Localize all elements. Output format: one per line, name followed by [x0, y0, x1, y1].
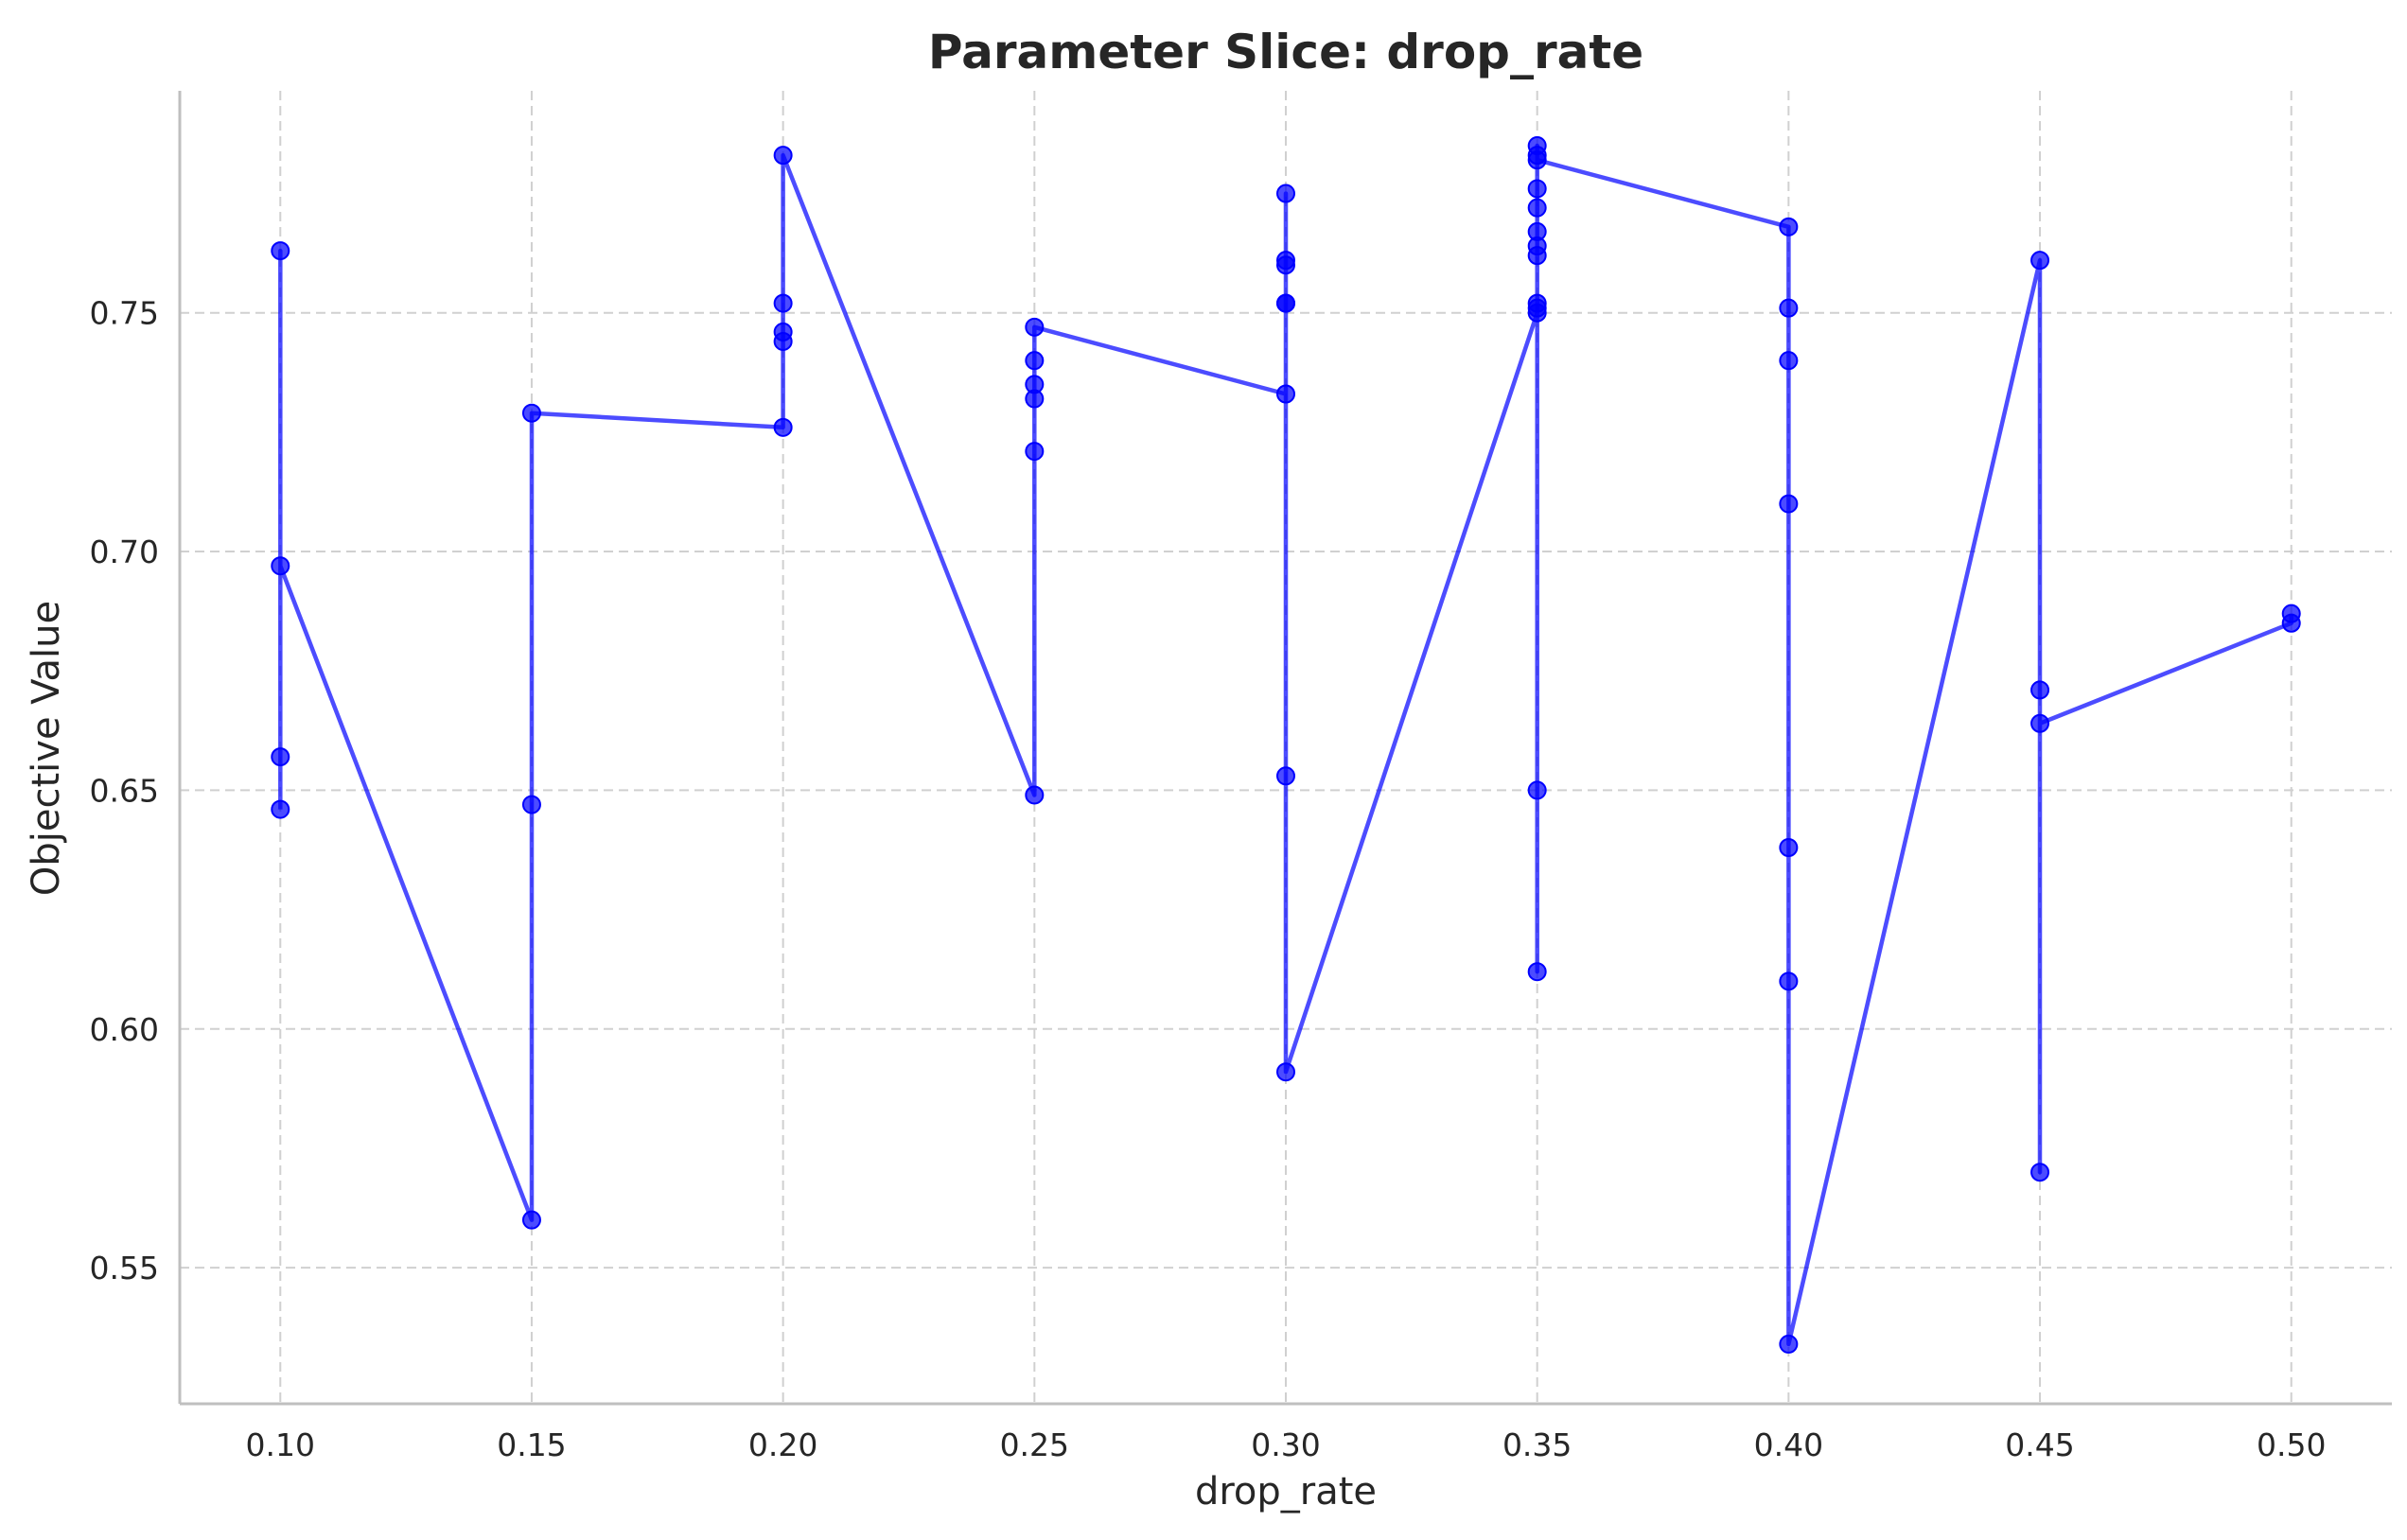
data-point	[1527, 293, 1547, 313]
x-tick-label: 0.35	[1502, 1426, 1572, 1463]
series-line	[278, 143, 2293, 1347]
data-point	[1276, 251, 1295, 271]
data-point	[1025, 375, 1045, 394]
data-point	[521, 795, 541, 814]
data-point	[773, 322, 793, 341]
data-point	[1276, 766, 1295, 786]
y-tick-label: 0.70	[90, 534, 159, 570]
data-point	[1025, 785, 1045, 805]
data-point	[1527, 780, 1547, 800]
data-point	[2030, 1163, 2050, 1182]
data-point	[271, 747, 290, 767]
data-point	[1276, 184, 1295, 203]
x-tick-label: 0.50	[2257, 1426, 2326, 1463]
x-tick-label: 0.30	[1251, 1426, 1320, 1463]
y-axis-label: Objective Value	[25, 601, 68, 896]
data-point	[1276, 293, 1295, 313]
data-point	[1779, 298, 1799, 318]
data-point	[271, 556, 290, 576]
data-point	[1527, 150, 1547, 170]
data-point	[1276, 1062, 1295, 1082]
x-tick-label: 0.15	[497, 1426, 566, 1463]
data-point	[2030, 251, 2050, 271]
y-tick-label: 0.65	[90, 772, 159, 809]
data-point	[2030, 713, 2050, 733]
data-point	[1527, 221, 1547, 241]
y-tick-label: 0.75	[90, 295, 159, 332]
x-tick-label: 0.10	[246, 1426, 315, 1463]
x-tick-label: 0.20	[748, 1426, 817, 1463]
x-tick-label: 0.45	[2005, 1426, 2074, 1463]
axes	[178, 91, 2392, 1406]
data-point	[1025, 442, 1045, 462]
data-point	[1779, 971, 1799, 991]
data-point	[521, 403, 541, 423]
data-point	[2030, 680, 2050, 700]
x-tick-label: 0.25	[1000, 1426, 1069, 1463]
data-point	[271, 241, 290, 261]
data-point	[1276, 384, 1295, 404]
data-point	[521, 1210, 541, 1230]
data-point	[1025, 351, 1045, 371]
chart-title: Parameter Slice: drop_rate	[928, 25, 1643, 79]
data-point	[2281, 604, 2301, 623]
data-point	[773, 417, 793, 437]
data-point	[1779, 217, 1799, 236]
x-axis-label: drop_rate	[1195, 1470, 1377, 1514]
data-point	[1779, 837, 1799, 857]
y-tick-label: 0.60	[90, 1011, 159, 1048]
data-point	[773, 146, 793, 166]
tick-labels: 0.10 0.15 0.20 0.25 0.30 0.35 0.40 0.45 0.50 0.55…	[90, 295, 2327, 1463]
data-point	[1779, 1334, 1799, 1354]
y-tick-label: 0.55	[90, 1250, 159, 1286]
data-point	[1527, 198, 1547, 218]
data-point	[773, 293, 793, 313]
data-point	[1025, 317, 1045, 337]
x-tick-label: 0.40	[1754, 1426, 1823, 1463]
data-point	[271, 799, 290, 819]
data-series	[271, 136, 2301, 1354]
data-point	[1779, 494, 1799, 514]
data-point	[1527, 179, 1547, 199]
data-point	[1779, 351, 1799, 371]
data-point	[1527, 962, 1547, 982]
